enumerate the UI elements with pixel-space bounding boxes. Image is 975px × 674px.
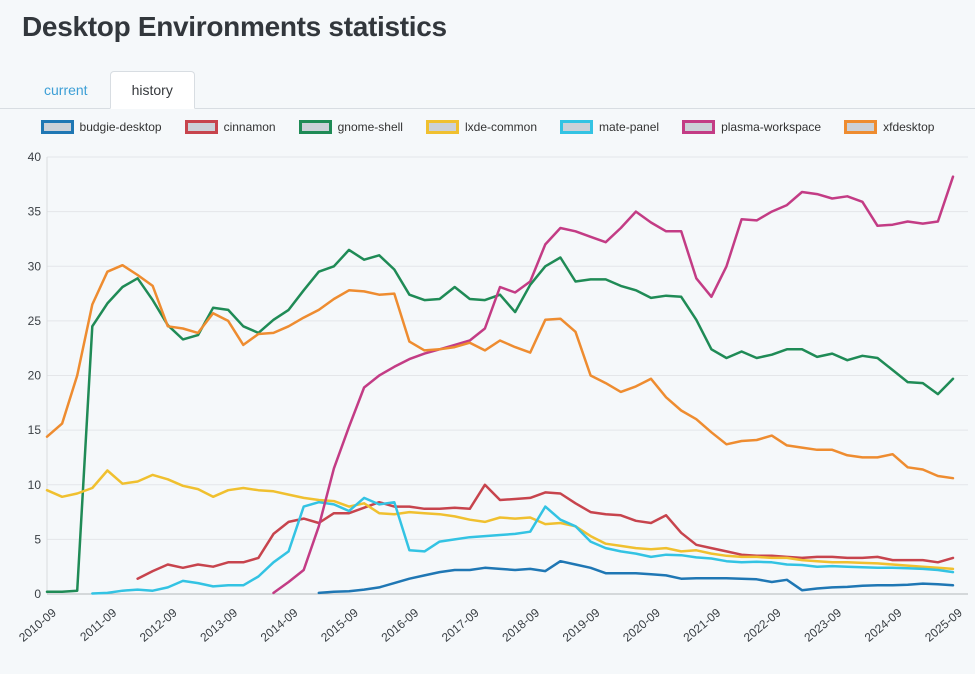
x-tick-label: 2019-09 (560, 605, 603, 644)
series-line-xfdesktop (45, 263, 955, 480)
legend-item-lxde-common[interactable]: lxde-common (425, 120, 538, 134)
x-tick-label: 2023-09 (801, 605, 844, 644)
legend-item-xfdesktop[interactable]: xfdesktop (844, 120, 934, 134)
series-line-lxde-common (45, 469, 955, 571)
legend-item-plasma-workspace[interactable]: plasma-workspace (682, 120, 821, 134)
legend-label: xfdesktop (883, 120, 935, 134)
legend-label: cinnamon (223, 120, 276, 134)
legend-swatch-icon (682, 120, 716, 134)
y-tick-label: 0 (34, 587, 41, 601)
legend-item-cinnamon[interactable]: cinnamon (184, 120, 276, 134)
x-tick-label: 2024-09 (862, 605, 905, 644)
series-line-budgie-desktop (317, 559, 955, 595)
y-tick-label: 40 (28, 150, 42, 164)
y-tick-label: 35 (28, 205, 42, 219)
tab-current[interactable]: current (44, 82, 88, 98)
x-tick-label: 2018-09 (499, 605, 542, 644)
x-tick-label: 2011-09 (77, 605, 119, 644)
y-tick-label: 25 (28, 314, 42, 328)
legend-swatch-icon (425, 120, 459, 134)
series-line-gnome-shell (45, 248, 955, 594)
tab-history[interactable]: history (109, 71, 195, 109)
x-tick-label: 2025-09 (922, 605, 965, 644)
series-line-cinnamon (136, 483, 955, 580)
y-tick-label: 30 (28, 259, 42, 273)
x-tick-label: 2016-09 (379, 605, 422, 644)
x-tick-label: 2020-09 (620, 605, 663, 644)
legend-label: gnome-shell (337, 120, 403, 134)
x-tick-label: 2010-09 (16, 605, 59, 644)
y-tick-label: 15 (28, 423, 42, 437)
y-tick-label: 10 (28, 478, 42, 492)
x-tick-label: 2012-09 (137, 605, 180, 644)
x-tick-label: 2021-09 (681, 605, 724, 644)
legend-swatch-icon (40, 120, 74, 134)
chart-legend: budgie-desktop cinnamon gnome-shell lxde-co… (0, 120, 975, 134)
legend-item-gnome-shell[interactable]: gnome-shell (298, 120, 403, 134)
series-line-mate-panel (91, 496, 955, 595)
series-line-plasma-workspace (272, 175, 955, 595)
x-tick-label: 2017-09 (439, 605, 482, 644)
y-tick-label: 5 (34, 532, 41, 546)
legend-label: plasma-workspace (721, 120, 822, 134)
legend-swatch-icon (844, 120, 878, 134)
x-tick-label: 2014-09 (258, 605, 301, 644)
legend-label: lxde-common (464, 120, 538, 134)
x-tick-label: 2015-09 (318, 605, 361, 644)
legend-item-mate-panel[interactable]: mate-panel (560, 120, 659, 134)
chart-area: 0 5 10 15 20 25 30 35 40 2010-09 2011-09 2012-09 201… (0, 150, 975, 669)
legend-label: budgie-desktop (79, 120, 162, 134)
x-tick-label: 2013-09 (197, 605, 240, 644)
y-tick-label: 20 (28, 369, 42, 383)
legend-label: mate-panel (599, 120, 660, 134)
legend-swatch-icon (560, 120, 594, 134)
page-title: Desktop Environments statistics (22, 11, 447, 42)
legend-swatch-icon (184, 120, 218, 134)
x-tick-label: 2022-09 (741, 605, 784, 644)
tab-bar: current history (0, 71, 975, 109)
legend-item-budgie-desktop[interactable]: budgie-desktop (40, 120, 162, 134)
line-chart: 0 5 10 15 20 25 30 35 40 2010-09 2011-09 2012-09 201… (16, 150, 968, 645)
legend-swatch-icon (298, 120, 332, 134)
